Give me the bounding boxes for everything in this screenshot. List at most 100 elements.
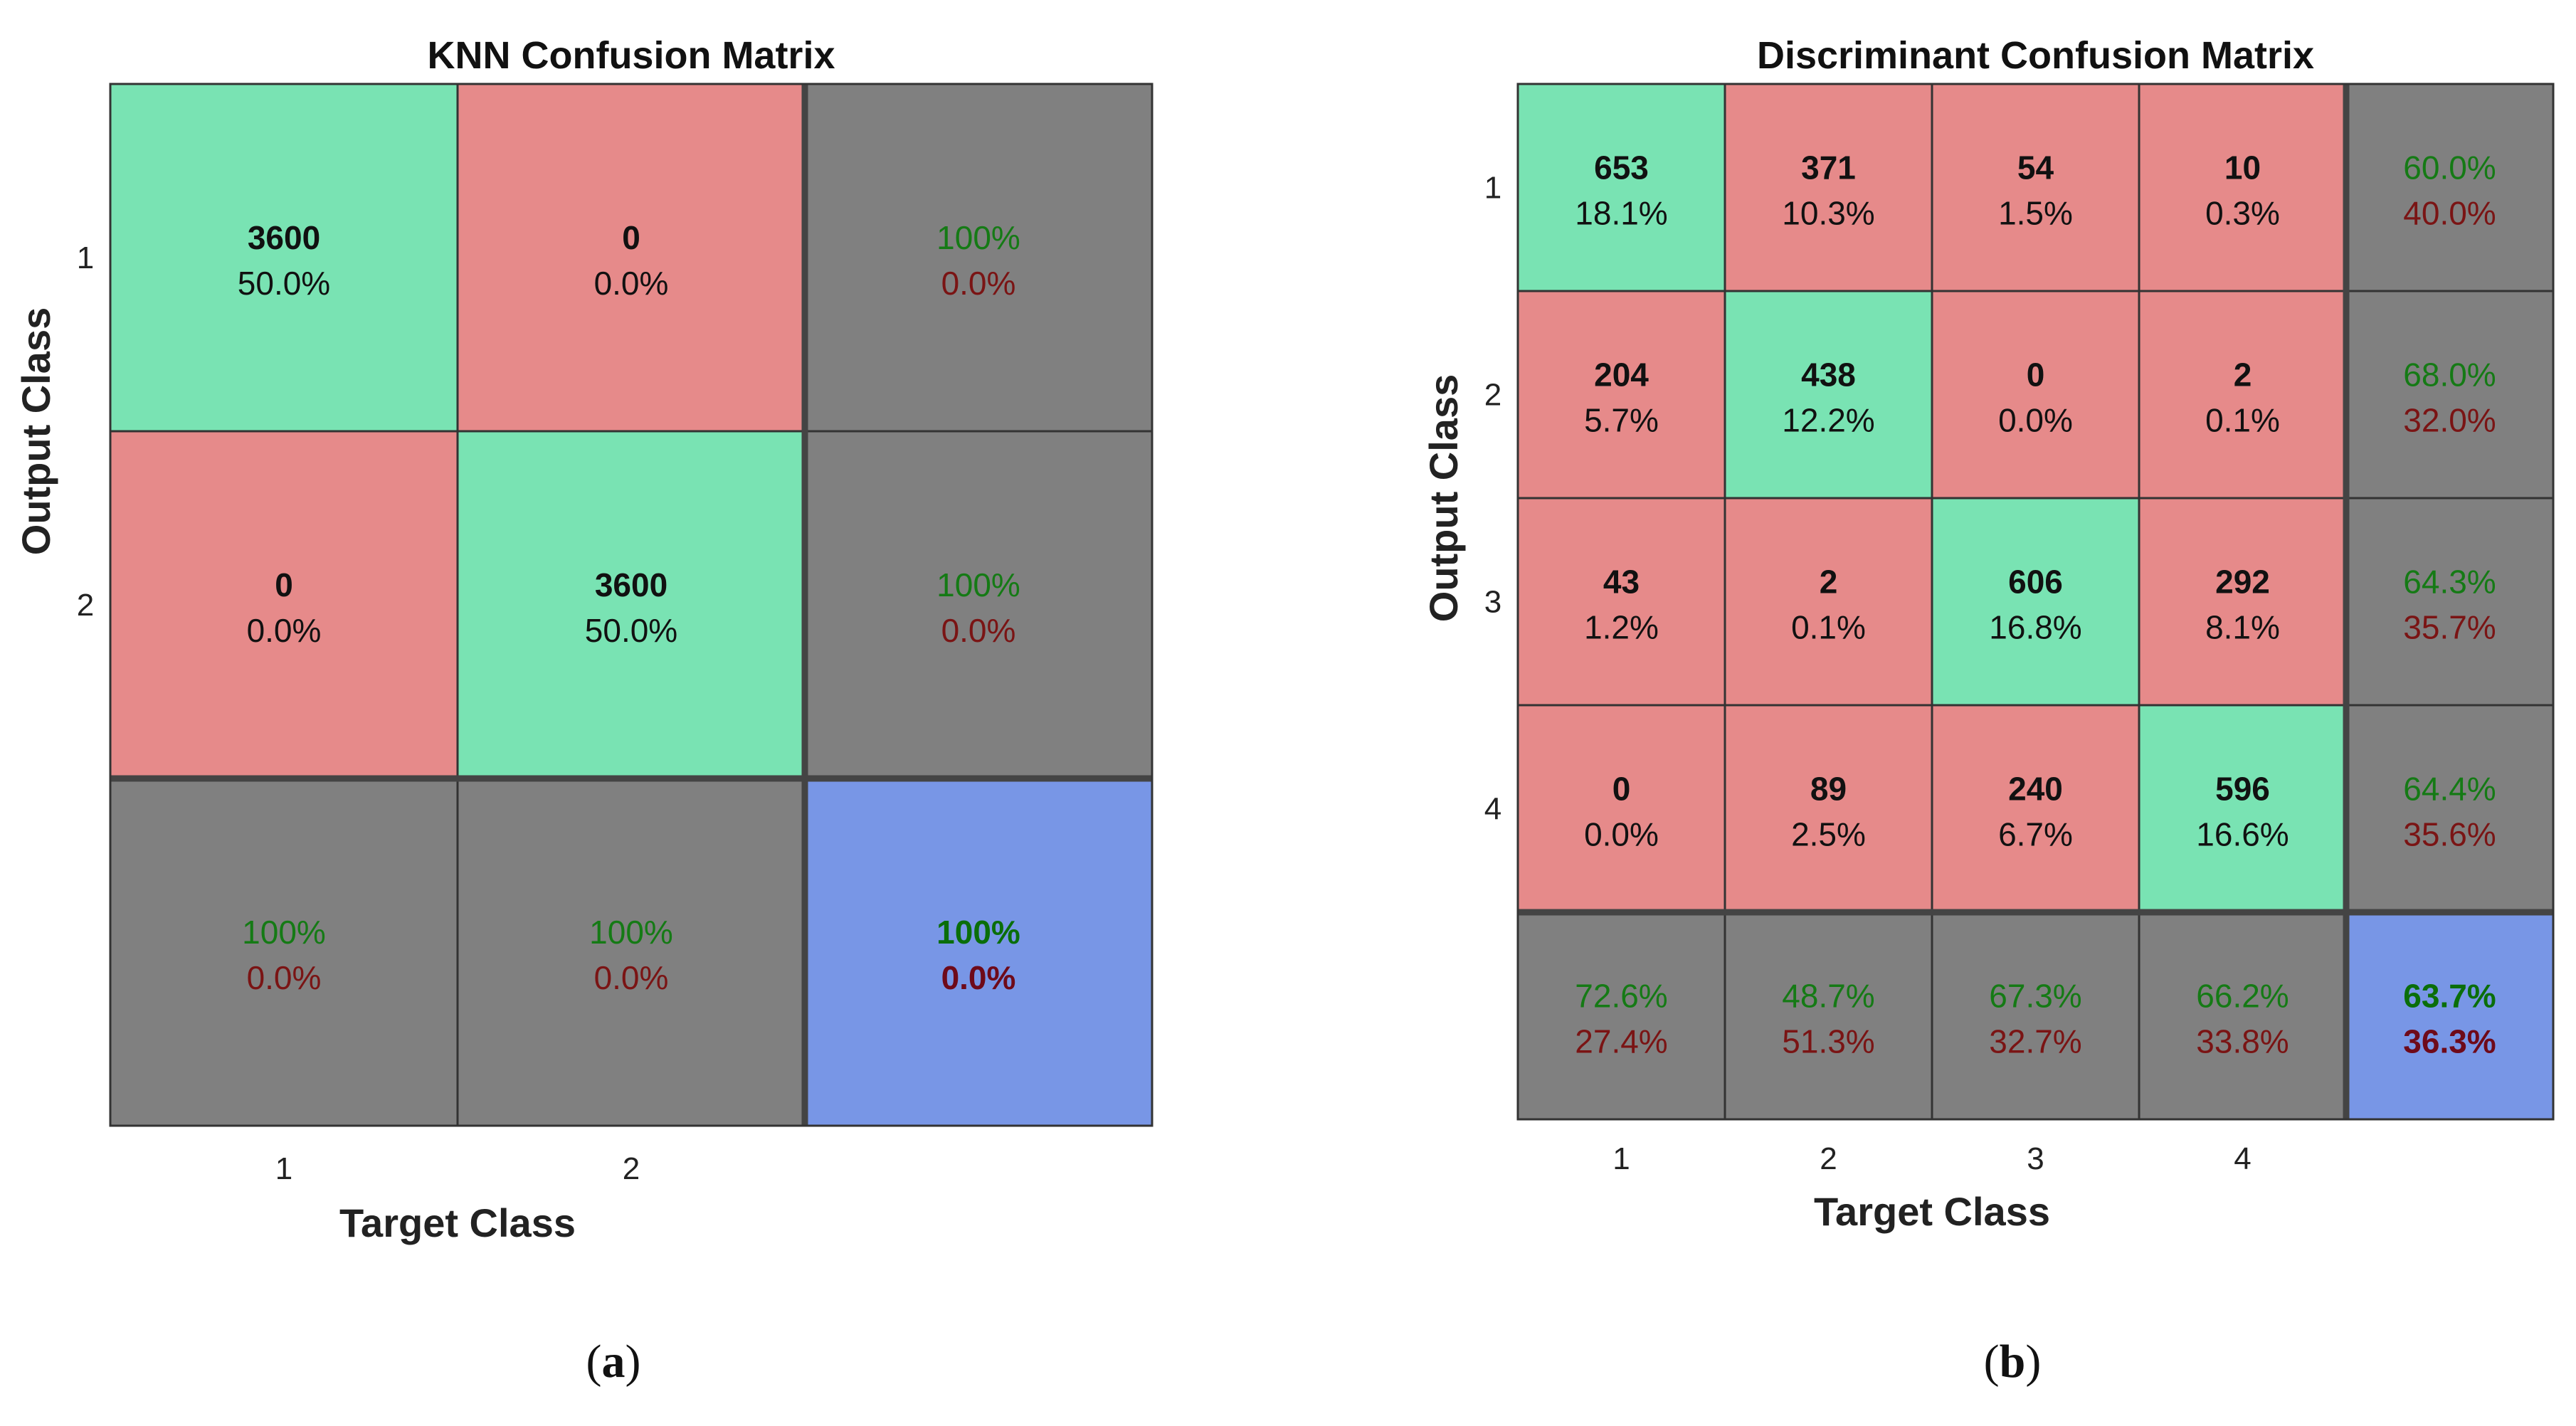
- y-tick-label: 1: [1484, 171, 1501, 206]
- column-summary-cell: [1516, 911, 1726, 1121]
- cell-percent: 18.1%: [1575, 195, 1667, 232]
- row-summary-cell: [2345, 704, 2555, 914]
- incorrect-cell: [1516, 290, 1726, 500]
- cell-count: 0: [275, 566, 293, 603]
- x-tick-label: 1: [1612, 1141, 1630, 1176]
- row-summary-cell: [803, 83, 1154, 433]
- row-error: 40.0%: [2403, 195, 2496, 232]
- total-accuracy-cell: [2345, 911, 2555, 1121]
- column-error: 32.7%: [1989, 1023, 2081, 1060]
- cell-count: 653: [1594, 149, 1649, 186]
- x-axis-label: Target Class: [339, 1200, 576, 1245]
- cell-percent: 12.2%: [1782, 402, 1874, 439]
- correct-cell: [1724, 290, 1933, 500]
- column-summary-cell: [109, 777, 459, 1127]
- correct-cell: [1516, 83, 1726, 292]
- incorrect-cell: [1724, 704, 1933, 914]
- column-summary-cell: [456, 777, 806, 1127]
- y-axis-label: Output Class: [1421, 374, 1466, 622]
- row-precision: 100%: [936, 219, 1020, 256]
- incorrect-cell: [2138, 497, 2348, 707]
- row-summary-cell: [2345, 497, 2555, 707]
- incorrect-cell: [456, 83, 806, 433]
- cell-count: 0: [622, 219, 640, 256]
- y-tick-label: 3: [1484, 585, 1501, 620]
- row-precision: 64.4%: [2403, 771, 2496, 808]
- matrix-border: [109, 83, 1154, 1127]
- incorrect-cell: [1724, 497, 1933, 707]
- confusion-matrix-panel-2: 65318.1%37110.3%541.5%100.3%60.0%40.0%20…: [1421, 34, 2555, 1388]
- cell-percent: 0.1%: [2205, 402, 2280, 439]
- row-error: 35.6%: [2403, 816, 2496, 853]
- row-precision: 68.0%: [2403, 356, 2496, 394]
- panel-label: (b): [1984, 1336, 2042, 1388]
- cell-percent: 6.7%: [1998, 816, 2073, 853]
- row-summary-cell: [2345, 83, 2555, 292]
- total-error: 0.0%: [941, 959, 1016, 996]
- incorrect-cell: [1931, 83, 2140, 292]
- column-error: 51.3%: [1782, 1023, 1874, 1060]
- row-precision: 64.3%: [2403, 564, 2496, 601]
- cell-count: 43: [1603, 564, 1640, 601]
- cell-count: 0: [1612, 771, 1631, 808]
- cell-percent: 50.0%: [585, 612, 677, 649]
- cell-count: 292: [2215, 564, 2270, 601]
- incorrect-cell: [109, 430, 459, 780]
- correct-cell: [2138, 704, 2348, 914]
- cell-count: 54: [2017, 149, 2054, 186]
- column-summary-cell: [2138, 911, 2348, 1121]
- cell-percent: 0.0%: [1998, 402, 2073, 439]
- y-axis-label: Output Class: [14, 307, 58, 555]
- column-recall: 48.7%: [1782, 978, 1874, 1015]
- column-recall: 100%: [242, 914, 326, 951]
- cell-percent: 0.0%: [594, 265, 669, 302]
- cell-percent: 0.3%: [2205, 195, 2280, 232]
- total-accuracy: 100%: [936, 914, 1020, 951]
- y-tick-label: 1: [77, 241, 94, 275]
- column-error: 27.4%: [1575, 1023, 1667, 1060]
- column-recall: 66.2%: [2196, 978, 2289, 1015]
- cell-percent: 5.7%: [1584, 402, 1659, 439]
- x-tick-label: 2: [1820, 1141, 1837, 1176]
- column-recall: 100%: [589, 914, 673, 951]
- column-recall: 72.6%: [1575, 978, 1667, 1015]
- total-accuracy: 63.7%: [2403, 978, 2496, 1015]
- row-summary-cell: [2345, 290, 2555, 500]
- x-tick-label: 2: [623, 1151, 640, 1186]
- y-tick-label: 2: [77, 588, 94, 623]
- correct-cell: [456, 430, 806, 780]
- cell-percent: 50.0%: [238, 265, 330, 302]
- cell-percent: 16.8%: [1989, 609, 2081, 646]
- cell-percent: 1.2%: [1584, 609, 1659, 646]
- row-error: 0.0%: [941, 265, 1016, 302]
- cell-count: 0: [2027, 356, 2045, 394]
- incorrect-cell: [1931, 290, 2140, 500]
- y-tick-label: 2: [1484, 378, 1501, 413]
- row-error: 0.0%: [941, 612, 1016, 649]
- cell-percent: 0.0%: [247, 612, 322, 649]
- x-axis-label: Target Class: [1814, 1189, 2050, 1234]
- cell-count: 606: [2008, 564, 2063, 601]
- row-summary-cell: [803, 430, 1154, 780]
- column-recall: 67.3%: [1989, 978, 2081, 1015]
- row-error: 35.7%: [2403, 609, 2496, 646]
- panel-label: (a): [586, 1336, 641, 1388]
- cell-count: 371: [1801, 149, 1856, 186]
- cell-count: 10: [2224, 149, 2261, 186]
- column-error: 0.0%: [594, 959, 669, 996]
- total-accuracy-cell: [803, 777, 1154, 1127]
- incorrect-cell: [1516, 704, 1726, 914]
- chart-title: Discriminant Confusion Matrix: [1757, 34, 2314, 77]
- cell-count: 2: [2234, 356, 2252, 394]
- cell-count: 240: [2008, 771, 2063, 808]
- cell-count: 438: [1801, 356, 1856, 394]
- x-tick-label: 3: [2027, 1141, 2044, 1176]
- x-tick-label: 1: [275, 1151, 292, 1186]
- cell-percent: 16.6%: [2196, 816, 2289, 853]
- column-error: 33.8%: [2196, 1023, 2289, 1060]
- incorrect-cell: [1724, 83, 1933, 292]
- x-tick-label: 4: [2234, 1141, 2251, 1176]
- chart-title: KNN Confusion Matrix: [428, 34, 835, 77]
- cell-percent: 1.5%: [1998, 195, 2073, 232]
